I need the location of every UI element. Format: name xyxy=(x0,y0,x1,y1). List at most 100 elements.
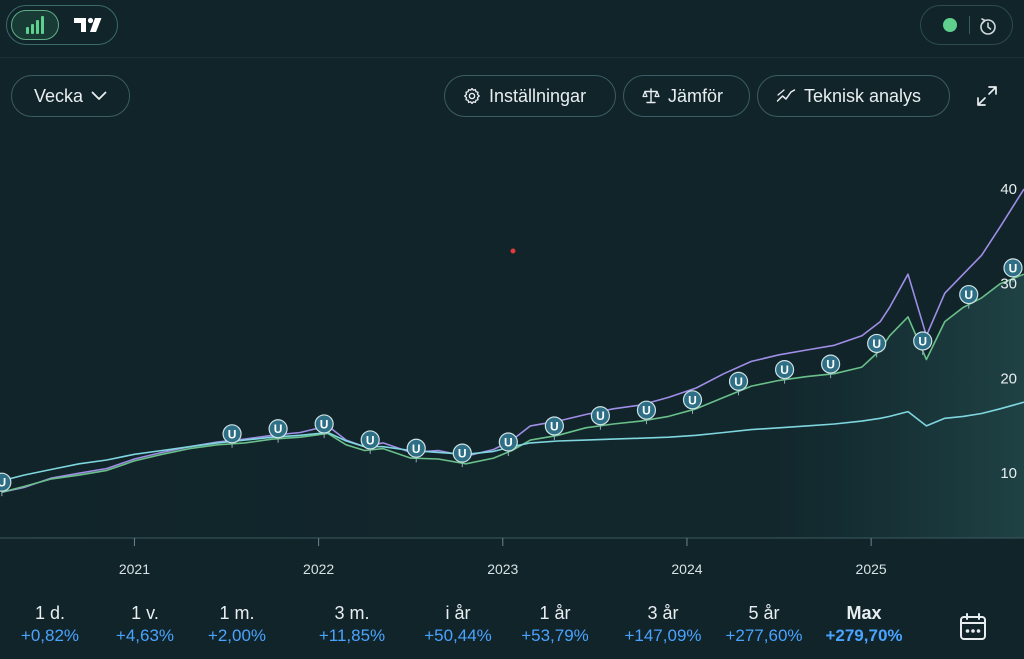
period-label: 5 år xyxy=(748,603,780,623)
period-label: i år xyxy=(445,603,471,623)
period-label: 1 år xyxy=(539,603,571,623)
svg-text:U: U xyxy=(596,409,605,423)
svg-text:U: U xyxy=(458,447,467,461)
period-label: 1 d. xyxy=(34,603,66,623)
y-tick-label: 40 xyxy=(1000,181,1017,198)
chevron-down-icon xyxy=(91,91,107,100)
period-label: Max xyxy=(846,603,882,623)
dividend-marker[interactable]: U xyxy=(314,414,334,438)
svg-text:U: U xyxy=(964,288,973,302)
top-bar xyxy=(0,0,1024,52)
calendar-icon[interactable] xyxy=(958,612,988,642)
period-return: +53,79% xyxy=(521,626,589,645)
divider xyxy=(0,57,1024,58)
cursor-dot xyxy=(510,248,516,254)
period-button[interactable]: i år +50,44% xyxy=(408,602,508,646)
dividend-marker[interactable]: U xyxy=(636,400,657,425)
dividend-marker[interactable]: U xyxy=(360,430,380,454)
period-button[interactable]: 1 d. +0,82% xyxy=(0,602,100,646)
dividend-marker[interactable]: U xyxy=(959,284,979,309)
svg-text:U: U xyxy=(918,334,927,348)
svg-text:U: U xyxy=(688,393,697,407)
period-return: +0,82% xyxy=(20,626,80,645)
period-button[interactable]: 1 m. +2,00% xyxy=(187,602,287,646)
gear-icon xyxy=(464,87,480,105)
trend-line-icon xyxy=(776,89,796,102)
period-button[interactable]: Max +279,70% xyxy=(814,602,914,646)
period-return: +50,44% xyxy=(424,626,492,645)
svg-text:U: U xyxy=(826,358,835,372)
svg-text:U: U xyxy=(504,436,513,450)
technical-analysis-label: Teknisk analys xyxy=(804,85,922,106)
svg-text:U: U xyxy=(734,375,743,389)
svg-text:U: U xyxy=(1009,261,1018,275)
period-label: Vecka xyxy=(34,85,84,106)
svg-text:U: U xyxy=(642,404,651,418)
period-return: +277,60% xyxy=(725,626,803,645)
dividend-marker[interactable]: U xyxy=(1003,258,1023,282)
chart-source-toggle[interactable] xyxy=(6,5,118,45)
y-tick-label: 10 xyxy=(1000,465,1017,482)
svg-text:U: U xyxy=(872,337,881,351)
period-return: +147,09% xyxy=(624,626,702,645)
dividend-marker[interactable]: U xyxy=(913,331,933,355)
period-return: +11,85% xyxy=(318,626,386,645)
period-button[interactable]: 3 m. +11,85% xyxy=(302,602,402,646)
performance-periods: 1 d. +0,82% 1 v. +4,63% 1 m. +2,00% 3 m. +11,85… xyxy=(0,602,1024,659)
dividend-marker[interactable]: U xyxy=(867,333,887,358)
settings-label: Inställningar xyxy=(489,85,587,106)
svg-text:U: U xyxy=(412,442,421,456)
dividend-marker[interactable]: U xyxy=(406,438,426,463)
svg-text:U: U xyxy=(780,363,789,377)
period-label: 1 m. xyxy=(219,603,255,623)
compare-button[interactable]: Jämför xyxy=(623,75,750,117)
svg-text:U: U xyxy=(550,419,559,433)
dividend-marker[interactable]: U xyxy=(728,371,749,396)
period-button[interactable]: 3 år +147,09% xyxy=(613,602,713,646)
dividend-marker[interactable]: U xyxy=(0,472,12,497)
period-label: 3 m. xyxy=(334,603,370,623)
bar-chart-icon xyxy=(26,16,44,34)
dividend-marker[interactable]: U xyxy=(544,416,564,440)
dividend-marker[interactable]: U xyxy=(452,443,472,468)
tradingview-mode-button[interactable] xyxy=(67,10,113,40)
settings-button[interactable]: Inställningar xyxy=(444,75,616,117)
period-button[interactable]: 5 år +277,60% xyxy=(714,602,814,646)
dividend-marker[interactable]: U xyxy=(222,424,242,448)
divider xyxy=(969,16,970,34)
expand-icon[interactable] xyxy=(975,84,999,108)
dividend-marker[interactable]: U xyxy=(590,406,611,430)
y-tick-label: 20 xyxy=(1000,370,1017,387)
dividend-marker[interactable]: U xyxy=(268,419,288,443)
svg-text:U: U xyxy=(366,433,375,447)
dividend-marker[interactable]: U xyxy=(498,432,518,457)
period-button[interactable]: 1 år +53,79% xyxy=(505,602,605,646)
market-status-pill[interactable] xyxy=(920,5,1013,45)
period-return: +4,63% xyxy=(115,626,175,645)
period-label: 3 år xyxy=(647,603,679,623)
compare-label: Jämför xyxy=(668,85,724,106)
x-tick-label: 2021 xyxy=(119,561,150,577)
green-series-line xyxy=(1,273,1024,493)
period-dropdown[interactable]: Vecka xyxy=(11,75,130,117)
bar-chart-mode-button[interactable] xyxy=(11,10,59,40)
dividend-marker[interactable]: U xyxy=(774,360,795,384)
technical-analysis-button[interactable]: Teknisk analys xyxy=(757,75,950,117)
dividend-marker[interactable]: U xyxy=(682,390,703,414)
green-series-area xyxy=(0,274,1024,538)
period-return: +279,70% xyxy=(825,626,903,645)
price-chart[interactable]: U U U U U U U U U U U U U U U U U U U 2021 2022 2023 2024 2025… xyxy=(0,120,1024,592)
period-button[interactable]: 1 v. +4,63% xyxy=(95,602,195,646)
svg-text:U: U xyxy=(0,476,6,490)
x-tick-label: 2023 xyxy=(487,561,518,577)
svg-text:U: U xyxy=(228,427,237,441)
svg-text:U: U xyxy=(320,417,329,431)
y-tick-label: 30 xyxy=(1000,276,1017,293)
scale-icon xyxy=(642,88,660,104)
period-label: 1 v. xyxy=(131,603,159,623)
dividend-marker[interactable]: U xyxy=(821,354,841,379)
status-dot-icon xyxy=(943,18,957,32)
x-tick-label: 2025 xyxy=(856,561,887,577)
period-return: +2,00% xyxy=(207,626,267,645)
svg-text:U: U xyxy=(274,422,283,436)
